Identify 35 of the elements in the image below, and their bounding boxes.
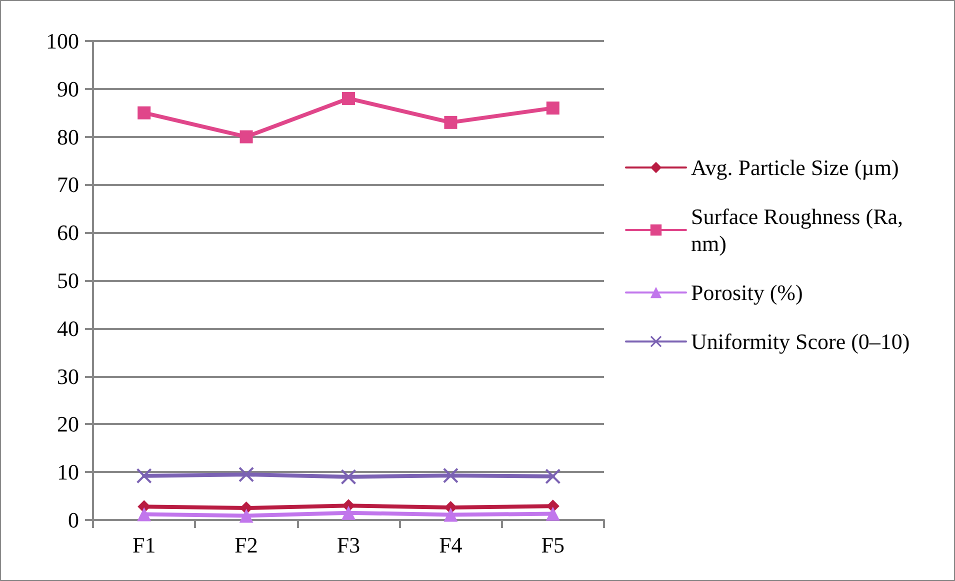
y-tick-label: 80 xyxy=(57,124,79,150)
point xyxy=(545,468,560,484)
point xyxy=(238,466,254,482)
y-tick-label: 40 xyxy=(57,316,79,341)
legend-label: Uniformity Score (0–10) xyxy=(691,329,910,354)
x-tick-label: F4 xyxy=(439,532,462,558)
point xyxy=(341,469,356,484)
y-tick-label: 30 xyxy=(57,364,79,389)
point xyxy=(444,116,458,129)
y-tick-label: 20 xyxy=(57,412,79,437)
legend-label: Avg. Particle Size (µm) xyxy=(691,155,899,180)
y-tick-label: 100 xyxy=(46,28,79,54)
y-tick-label: 70 xyxy=(57,172,79,198)
point xyxy=(138,106,151,120)
point xyxy=(443,468,458,483)
legend-label: Surface Roughness (Ra, nm) xyxy=(691,204,909,256)
y-tick-label: 90 xyxy=(57,76,79,102)
x-tick-label: F5 xyxy=(541,532,565,558)
legend-label: Porosity (%) xyxy=(691,280,803,305)
x-tick-label: F2 xyxy=(234,532,258,558)
point xyxy=(342,506,356,520)
y-tick-label: 10 xyxy=(57,460,79,485)
point xyxy=(342,92,355,105)
y-tick-label: 60 xyxy=(57,220,79,246)
point xyxy=(239,508,254,523)
point xyxy=(136,468,152,484)
y-tick-label: 50 xyxy=(57,268,79,293)
point xyxy=(444,508,458,522)
x-tick-label: F1 xyxy=(132,532,156,558)
point xyxy=(546,102,560,115)
y-tick-label: 0 xyxy=(68,508,79,532)
point xyxy=(546,506,560,521)
point xyxy=(137,507,152,522)
point xyxy=(240,130,253,144)
x-tick-label: F3 xyxy=(336,532,360,558)
